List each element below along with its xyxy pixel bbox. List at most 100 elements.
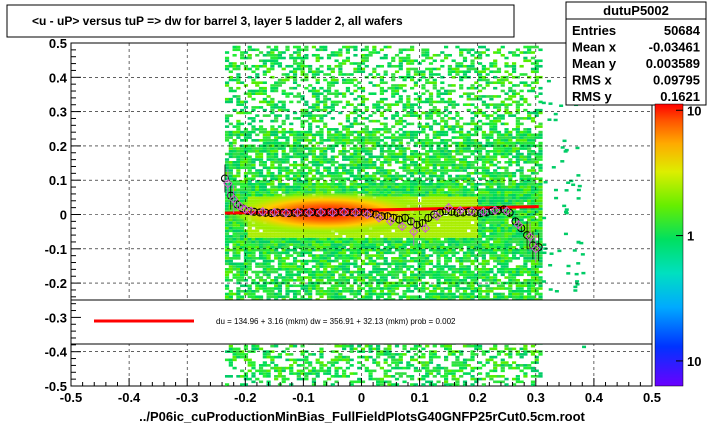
data-point [339,207,349,217]
stats-label: RMS y [572,89,613,104]
data-point [443,202,454,213]
y-tick-label: 0.5 [49,36,67,51]
color-scale-label: 10 [687,354,701,369]
data-point [354,208,363,217]
y-tick-label: 0.1 [49,173,67,188]
y-tick-label: 0 [60,208,67,223]
fit-legend: du = 134.96 + 3.16 (mkm) dw = 356.91 + 3… [70,299,653,345]
y-tick-label: 0.2 [49,139,67,154]
color-scale: 10 1 10 [654,103,701,387]
stats-box: dutuP5002 Entries 50684 Mean x -0.03461 Mean… [565,1,707,106]
x-axis: -0.5 -0.4 -0.3 -0.2 -0.1 0 0.1 0.2 0.3 0.4 0.5 [60,378,661,405]
x-tick-label: 0.4 [585,390,604,405]
stats-title: dutuP5002 [603,3,669,18]
y-tick-label: -0.5 [45,379,67,394]
data-point [313,208,322,217]
x-tick-label: -0.4 [118,390,141,405]
stats-value: 0.09795 [653,73,700,88]
stats-label: Mean y [572,56,617,71]
data-point [350,207,361,218]
x-tick-label: -0.1 [292,390,314,405]
color-scale-bar [654,103,684,387]
chart-title: <u - uP> versus tuP => dw for barrel 3, … [32,14,403,28]
data-point [478,207,489,217]
data-point [281,208,291,218]
stats-label: Mean x [572,40,617,55]
data-point [397,221,407,232]
data-point [319,208,328,217]
y-tick-label: -0.3 [45,310,67,325]
data-point [467,206,477,216]
data-point [455,205,465,216]
stats-label: Entries [572,23,616,38]
y-tick-label: 0.3 [49,105,67,120]
data-point [279,208,288,217]
data-point [409,226,419,237]
data-point [366,209,375,218]
data-point [331,208,340,217]
data-point [250,207,259,216]
data-point [385,216,396,227]
data-point [261,208,270,217]
stats-value: 50684 [664,23,701,38]
y-tick-label: -0.1 [45,242,67,257]
data-series [220,164,543,263]
data-point [502,206,512,216]
data-point [292,207,303,218]
y-axis: -0.5 -0.4 -0.3 -0.2 -0.1 0 0.1 0.2 0.3 0.4 0.5 [45,36,81,394]
data-point [490,205,500,216]
y-tick-label: -0.2 [45,276,67,291]
data-point [464,207,473,216]
data-point [296,208,305,217]
x-tick-label: 0.5 [643,390,661,405]
data-point [258,207,268,217]
data-point [246,206,256,216]
data-point [406,217,415,226]
data-point [395,215,404,224]
fit-result-text: du = 134.96 + 3.16 (mkm) dw = 356.91 + 3… [216,317,456,326]
x-tick-label: 0.2 [469,390,487,405]
color-scale-label: 1 [687,229,694,244]
stats-value: -0.03461 [649,40,700,55]
data-point [424,213,433,222]
x-tick-label: -0.5 [60,390,82,405]
data-point [401,213,410,222]
data-point [476,209,485,218]
data-point [531,244,541,254]
title-frame [6,4,515,38]
data-point [342,208,351,217]
data-point [525,232,535,242]
x-tick-label: 0.1 [411,390,429,405]
data-point [420,223,431,233]
data-point [432,211,442,221]
y-tick-label: 0.4 [49,70,68,85]
y-tick-label: -0.4 [45,345,68,360]
data-point [255,208,264,217]
x-axis-label: ../P06ic_cuProductionMinBias_FullFieldPl… [139,409,585,424]
data-point [302,208,311,217]
stats-value: 0.1621 [660,89,700,104]
x-tick-label: 0 [358,390,365,405]
data-point [494,206,503,215]
data-point [513,220,524,230]
x-tick-label: -0.2 [234,390,256,405]
data-point [412,220,421,229]
stats-value: 0.003589 [646,56,700,71]
data-point [304,207,314,218]
data-point [482,208,491,217]
data-point [240,204,251,215]
data-point [325,208,334,217]
data-point [316,207,326,217]
data-point [267,209,276,218]
data-point [488,207,497,216]
stats-rows: Entries 50684 Mean x -0.03461 Mean y 0.003589… [572,23,701,104]
series-1 [223,169,541,263]
data-point [234,201,245,211]
data-point [290,208,299,217]
data-point [269,207,280,218]
data-point [223,178,233,189]
color-scale-label: 10 [687,103,701,118]
data-point [374,213,384,223]
